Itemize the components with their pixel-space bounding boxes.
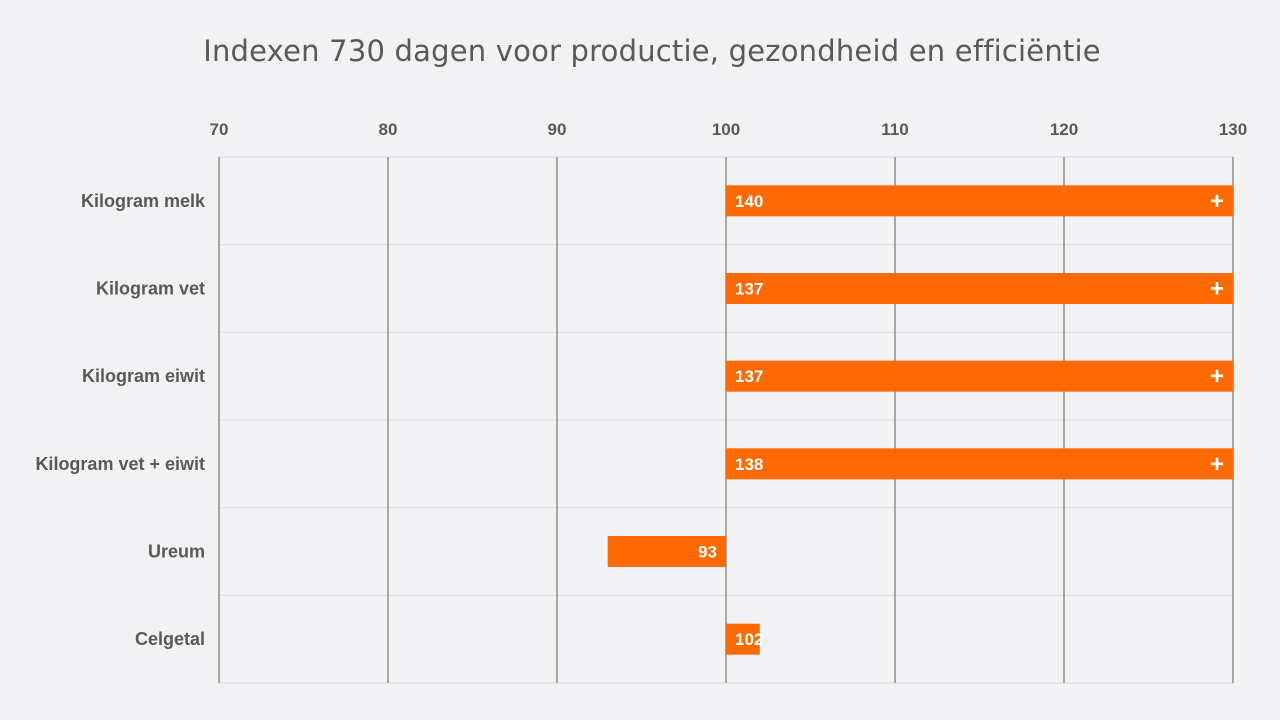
data-label: 140 — [735, 192, 763, 211]
bar — [726, 185, 1233, 217]
chart-title: Indexen 730 dagen voor productie, gezond… — [203, 34, 1101, 68]
x-tick-label: 110 — [881, 120, 908, 139]
x-tick-label: 100 — [712, 120, 740, 139]
category-label: Celgetal — [135, 629, 205, 649]
data-label: 102 — [735, 630, 763, 649]
data-label: 93 — [698, 543, 717, 562]
category-label: Kilogram melk — [81, 191, 206, 211]
bar — [726, 448, 1233, 480]
category-label: Kilogram vet — [96, 279, 205, 299]
overflow-plus-marker: + — [1210, 276, 1224, 303]
x-tick-label: 90 — [548, 120, 567, 139]
bar — [726, 273, 1233, 304]
overflow-plus-marker: + — [1210, 451, 1224, 478]
bar — [607, 536, 726, 567]
bar — [726, 623, 760, 655]
x-tick-label: 120 — [1050, 120, 1078, 139]
bar — [726, 360, 1233, 392]
x-tick-label: 70 — [210, 120, 229, 139]
category-label: Ureum — [148, 542, 205, 562]
data-label: 137 — [735, 367, 763, 386]
overflow-plus-marker: + — [1210, 188, 1224, 215]
data-label: 137 — [735, 280, 763, 299]
category-label: Kilogram vet + eiwit — [35, 454, 205, 474]
x-tick-label: 80 — [379, 120, 398, 139]
overflow-plus-marker: + — [1210, 363, 1224, 390]
x-tick-label: 130 — [1219, 120, 1247, 139]
category-label: Kilogram eiwit — [82, 366, 205, 386]
data-label: 138 — [735, 455, 763, 474]
